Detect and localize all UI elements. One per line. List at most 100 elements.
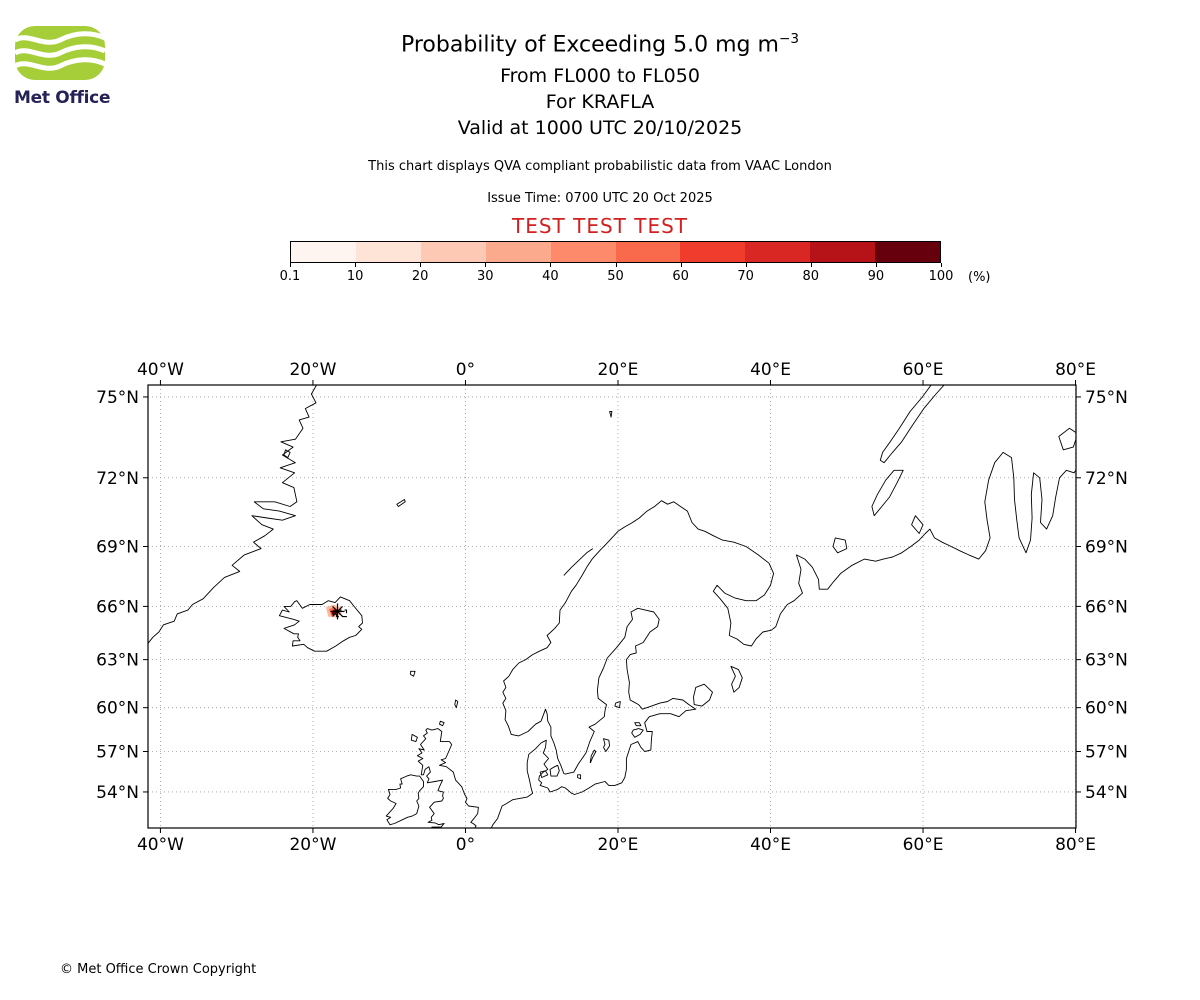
coastline-orkney bbox=[439, 720, 445, 727]
coastline-aland bbox=[614, 701, 621, 709]
lon-label-top: 40°E bbox=[750, 360, 791, 380]
lat-label-left: 75°N bbox=[96, 388, 139, 408]
colorbar-tick-label: 100 bbox=[928, 269, 954, 284]
volcano-source-marker bbox=[330, 603, 345, 620]
coastline-kolguyev bbox=[832, 537, 848, 554]
subtitle-flight-levels: From FL000 to FL050 bbox=[500, 65, 700, 87]
colorbar-segment bbox=[355, 242, 421, 262]
coastline-saaremaa bbox=[631, 728, 644, 738]
coastline-iceland bbox=[278, 596, 363, 652]
lon-label-bottom: 20°E bbox=[598, 835, 639, 855]
logo-wave-2 bbox=[14, 44, 107, 58]
colorbar-tick bbox=[875, 263, 877, 267]
lon-label-top: 20°W bbox=[289, 360, 336, 380]
axis-ticks bbox=[143, 380, 1081, 833]
coastline-hiiumaa bbox=[634, 722, 642, 727]
hazard-dashed-outline bbox=[336, 609, 348, 618]
logo-wave-3 bbox=[14, 57, 107, 71]
lon-label-bottom: 80°E bbox=[1055, 835, 1096, 855]
colorbar-segment bbox=[550, 242, 616, 262]
lon-label-bottom: 40°E bbox=[750, 835, 791, 855]
coastline-greenland-east-coast bbox=[148, 385, 318, 645]
colorbar-tick-label: 70 bbox=[737, 269, 754, 284]
axis-labels: 40°W 40°W 20°W 20°W 0° 0° 20°E 20°E 40°E 40°E 60°E… bbox=[96, 360, 1128, 855]
colorbar-tick-label: 60 bbox=[672, 269, 689, 284]
coastline-ireland bbox=[385, 774, 424, 826]
colorbar-segment bbox=[485, 242, 551, 262]
coastline-novaya-zemlya-north bbox=[879, 385, 945, 464]
lat-label-right: 57°N bbox=[1085, 743, 1128, 763]
colorbar-tick-label: 90 bbox=[867, 269, 885, 284]
colorbar-segment bbox=[810, 242, 876, 262]
colorbar-tick bbox=[680, 263, 682, 267]
lon-label-bottom: 60°E bbox=[903, 835, 944, 855]
logo-wave-1 bbox=[14, 31, 107, 45]
colorbar-tick bbox=[420, 263, 422, 267]
qva-note: This chart displays QVA compliant probab… bbox=[368, 159, 832, 174]
lat-label-left: 69°N bbox=[96, 537, 139, 557]
copyright-text: © Met Office Crown Copyright bbox=[60, 962, 257, 977]
lon-label-bottom: 40°W bbox=[137, 835, 184, 855]
colorbar-tick-label: 10 bbox=[346, 269, 364, 284]
lat-label-left: 57°N bbox=[96, 743, 139, 763]
coastline-kara-sea-island bbox=[1058, 427, 1076, 451]
coastline-hebrides bbox=[410, 733, 418, 743]
coastline-novaya-zemlya-south bbox=[871, 469, 904, 517]
colorbar-segment bbox=[291, 242, 356, 262]
colorbar-unit: (%) bbox=[968, 270, 991, 285]
lon-label-top: 0° bbox=[456, 360, 475, 380]
logo-mark bbox=[14, 26, 107, 80]
chart-title: Probability of Exceeding 5.0 mg m−3 bbox=[0, 31, 1200, 57]
coastline-jan-mayen bbox=[396, 499, 406, 507]
grid-lines bbox=[148, 385, 1076, 828]
lat-label-right: 66°N bbox=[1085, 597, 1128, 617]
issue-time: Issue Time: 0700 UTC 20 Oct 2025 bbox=[487, 191, 713, 206]
colorbar-tick bbox=[290, 263, 291, 267]
coastline-faroe-islands bbox=[410, 670, 416, 677]
colorbar-segment bbox=[420, 242, 486, 262]
coastline-gotland bbox=[603, 738, 611, 752]
lon-label-top: 80°E bbox=[1055, 360, 1096, 380]
coastline-vaygach bbox=[911, 515, 924, 534]
volcano-marker-ray bbox=[332, 606, 343, 617]
colorbar-segment bbox=[875, 242, 941, 262]
colorbar-segment bbox=[745, 242, 811, 262]
colorbar-segment bbox=[615, 242, 681, 262]
colorbar-tick-label: 50 bbox=[607, 269, 624, 284]
chart-title-text: Probability of Exceeding 5.0 mg m bbox=[400, 32, 779, 58]
met-office-logo: Met Office bbox=[14, 26, 110, 108]
coastline-fyn bbox=[539, 770, 549, 778]
subtitle-volcano: For KRAFLA bbox=[545, 91, 655, 113]
lat-label-left: 72°N bbox=[96, 469, 139, 489]
lon-label-top: 60°E bbox=[903, 360, 944, 380]
test-banner: TEST TEST TEST bbox=[511, 214, 688, 238]
coastline-european-mainland bbox=[490, 451, 1076, 828]
lon-label-bottom: 0° bbox=[456, 835, 475, 855]
coastline-zealand bbox=[549, 764, 560, 777]
coastline-great-britain bbox=[416, 728, 479, 828]
colorbar-tick bbox=[485, 263, 487, 267]
lat-label-right: 63°N bbox=[1085, 651, 1128, 671]
colorbar-tick-label: 80 bbox=[802, 269, 820, 284]
subtitle-valid-time: Valid at 1000 UTC 20/10/2025 bbox=[457, 117, 743, 139]
lat-label-right: 69°N bbox=[1085, 537, 1128, 557]
coastline-lake-ladoga bbox=[693, 683, 713, 707]
colorbar-tick bbox=[615, 263, 617, 267]
colorbar-tick bbox=[745, 263, 747, 267]
colorbar-bar bbox=[290, 241, 941, 263]
lat-label-right: 75°N bbox=[1085, 388, 1128, 408]
colorbar-tick bbox=[550, 263, 552, 267]
lat-label-right: 72°N bbox=[1085, 469, 1128, 489]
coastlines bbox=[148, 385, 1076, 828]
colorbar-segment bbox=[680, 242, 746, 262]
coastline-lake-onega bbox=[730, 665, 743, 693]
lon-label-bottom: 20°W bbox=[289, 835, 336, 855]
colorbar-tick-label: 0.1 bbox=[279, 269, 301, 284]
coastline-lofoten bbox=[563, 548, 594, 576]
coastline-bornholm bbox=[577, 774, 582, 780]
colorbar-tick-label: 20 bbox=[411, 269, 429, 284]
colorbar-tick bbox=[941, 263, 942, 267]
colorbar-tick-label: 40 bbox=[542, 269, 559, 284]
